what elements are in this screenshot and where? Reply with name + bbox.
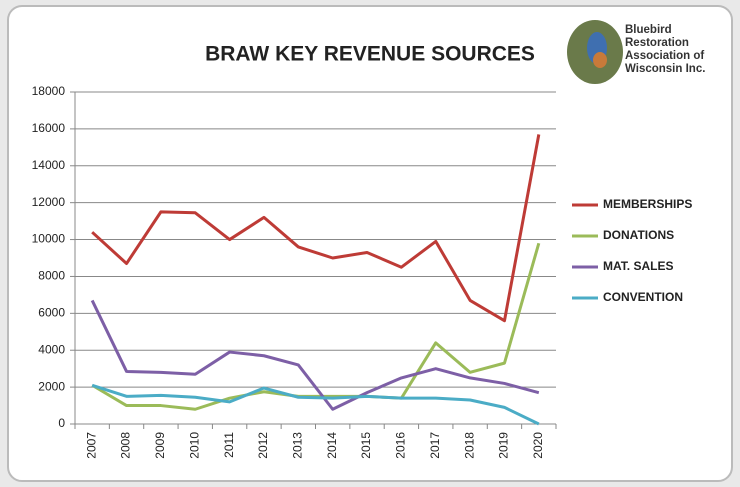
x-tick-label: 2020 (531, 432, 545, 459)
y-tick-label: 2000 (38, 379, 65, 393)
x-tick-label: 2013 (290, 432, 304, 459)
logo-text: Wisconsin Inc. (625, 63, 705, 75)
y-tick-label: 6000 (38, 306, 65, 320)
x-tick-label: 2019 (497, 432, 511, 459)
chart: BRAW KEY REVENUE SOURCES BluebirdRestora… (0, 0, 740, 487)
legend-label: MAT. SALES (603, 259, 673, 273)
y-tick-label: 18000 (32, 84, 66, 98)
x-tick-label: 2011 (222, 432, 236, 458)
x-tick-label: 2010 (187, 432, 201, 459)
y-tick-label: 8000 (38, 269, 65, 283)
page: BRAW KEY REVENUE SOURCES BluebirdRestora… (0, 0, 740, 487)
y-tick-label: 14000 (32, 158, 66, 172)
y-tick-label: 16000 (32, 121, 66, 135)
x-tick-label: 2012 (256, 432, 270, 459)
logo-bird-breast (593, 52, 607, 68)
logo-text: Bluebird (625, 24, 672, 36)
logo (567, 20, 623, 84)
x-tick-label: 2009 (153, 432, 167, 459)
x-tick-label: 2016 (394, 432, 408, 459)
legend-label: DONATIONS (603, 228, 674, 242)
logo-text: Association of (625, 50, 704, 62)
y-tick-label: 0 (58, 416, 65, 430)
x-tick-label: 2015 (359, 432, 373, 459)
y-tick-label: 4000 (38, 342, 65, 356)
logo-text: Restoration (625, 37, 689, 49)
x-tick-label: 2017 (428, 432, 442, 459)
legend-label: CONVENTION (603, 290, 683, 304)
x-tick-label: 2008 (119, 432, 133, 459)
y-tick-label: 10000 (32, 232, 66, 246)
legend-label: MEMBERSHIPS (603, 197, 692, 211)
x-tick-label: 2018 (462, 432, 476, 459)
y-tick-label: 12000 (32, 195, 66, 209)
card (8, 6, 732, 481)
chart-title: BRAW KEY REVENUE SOURCES (205, 43, 535, 66)
x-tick-label: 2014 (325, 432, 339, 459)
x-tick-label: 2007 (84, 432, 98, 459)
